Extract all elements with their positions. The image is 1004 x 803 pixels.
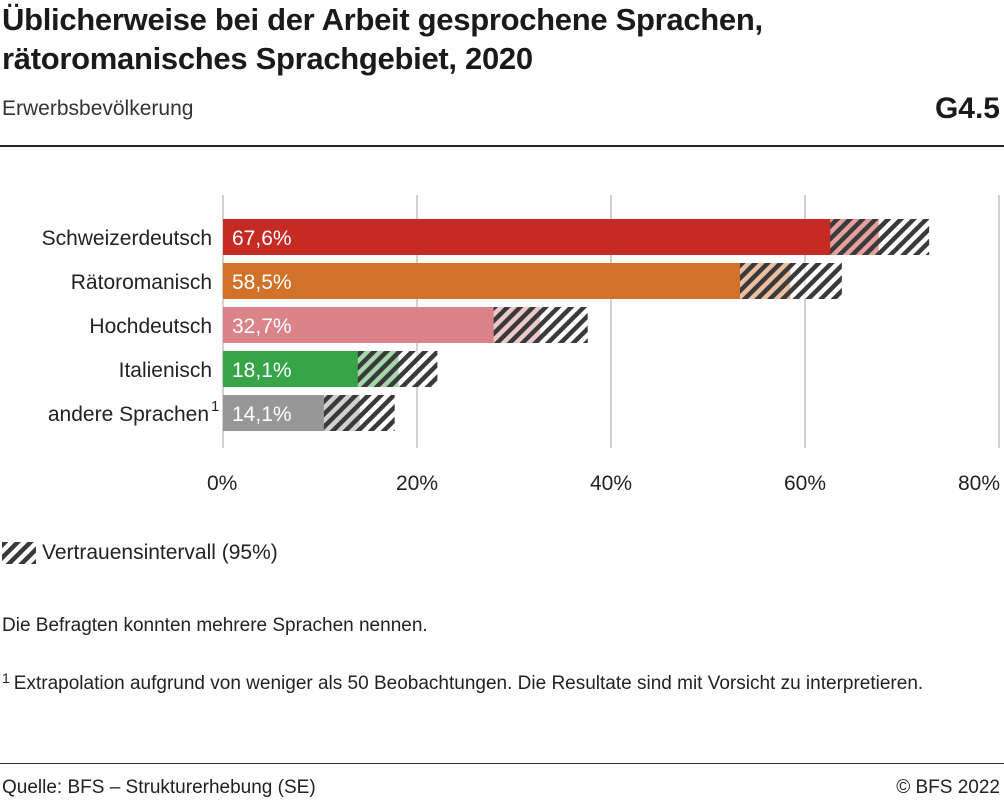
bar bbox=[223, 307, 541, 343]
bar-chart: 67,6% Schweizerdeutsch 58,5% Rätoromanisch 3… bbox=[42, 195, 1000, 495]
category-label: Hochdeutsch bbox=[89, 315, 212, 338]
x-tick-label: 60% bbox=[784, 472, 826, 495]
ci-hatch-swatch bbox=[2, 542, 36, 564]
bar-value-label: 14,1% bbox=[232, 403, 292, 426]
category-label: Rätoromanisch bbox=[71, 271, 212, 294]
category-label: Italienisch bbox=[119, 359, 212, 382]
bar-value-label: 32,7% bbox=[232, 315, 292, 338]
confidence-interval bbox=[493, 307, 588, 343]
chart-title: Üblicherweise bei der Arbeit gesprochene… bbox=[2, 2, 763, 76]
footnote-marker: 1 bbox=[2, 670, 10, 686]
confidence-interval bbox=[357, 351, 438, 387]
x-tick-label: 40% bbox=[590, 472, 632, 495]
footer-divider bbox=[0, 763, 1004, 764]
confidence-interval bbox=[740, 263, 842, 299]
chart-subtitle: Erwerbsbevölkerung bbox=[2, 97, 194, 120]
confidence-interval bbox=[323, 395, 395, 431]
copyright-text: © BFS 2022 bbox=[896, 777, 1000, 798]
x-tick-label: 20% bbox=[396, 472, 438, 495]
category-footnote-marker: 1 bbox=[211, 398, 219, 415]
category-label: andere Sprachen bbox=[48, 403, 209, 426]
bar-value-label: 67,6% bbox=[232, 227, 292, 250]
legend-ci-label: Vertrauensintervall (95%) bbox=[42, 541, 278, 564]
chart-code: G4.5 bbox=[934, 92, 1000, 125]
x-tick-label: 0% bbox=[207, 472, 237, 495]
footnote: 1 Extrapolation aufgrund von weniger als … bbox=[2, 666, 992, 696]
footnote-text: Extrapolation aufgrund von weniger als 5… bbox=[13, 673, 924, 694]
confidence-interval bbox=[830, 219, 930, 255]
legend: Vertrauensintervall (95%) bbox=[2, 541, 278, 565]
bar-value-label: 58,5% bbox=[232, 271, 292, 294]
bar-value-label: 18,1% bbox=[232, 359, 292, 382]
bar bbox=[223, 219, 879, 255]
source-text: Quelle: BFS – Strukturerhebung (SE) bbox=[2, 777, 316, 798]
x-tick-label: 80% bbox=[958, 472, 1000, 495]
bar bbox=[223, 263, 791, 299]
category-label: Schweizerdeutsch bbox=[42, 227, 212, 250]
chart-note: Die Befragten konnten mehrere Sprachen n… bbox=[2, 615, 428, 636]
header-divider bbox=[0, 145, 1004, 147]
